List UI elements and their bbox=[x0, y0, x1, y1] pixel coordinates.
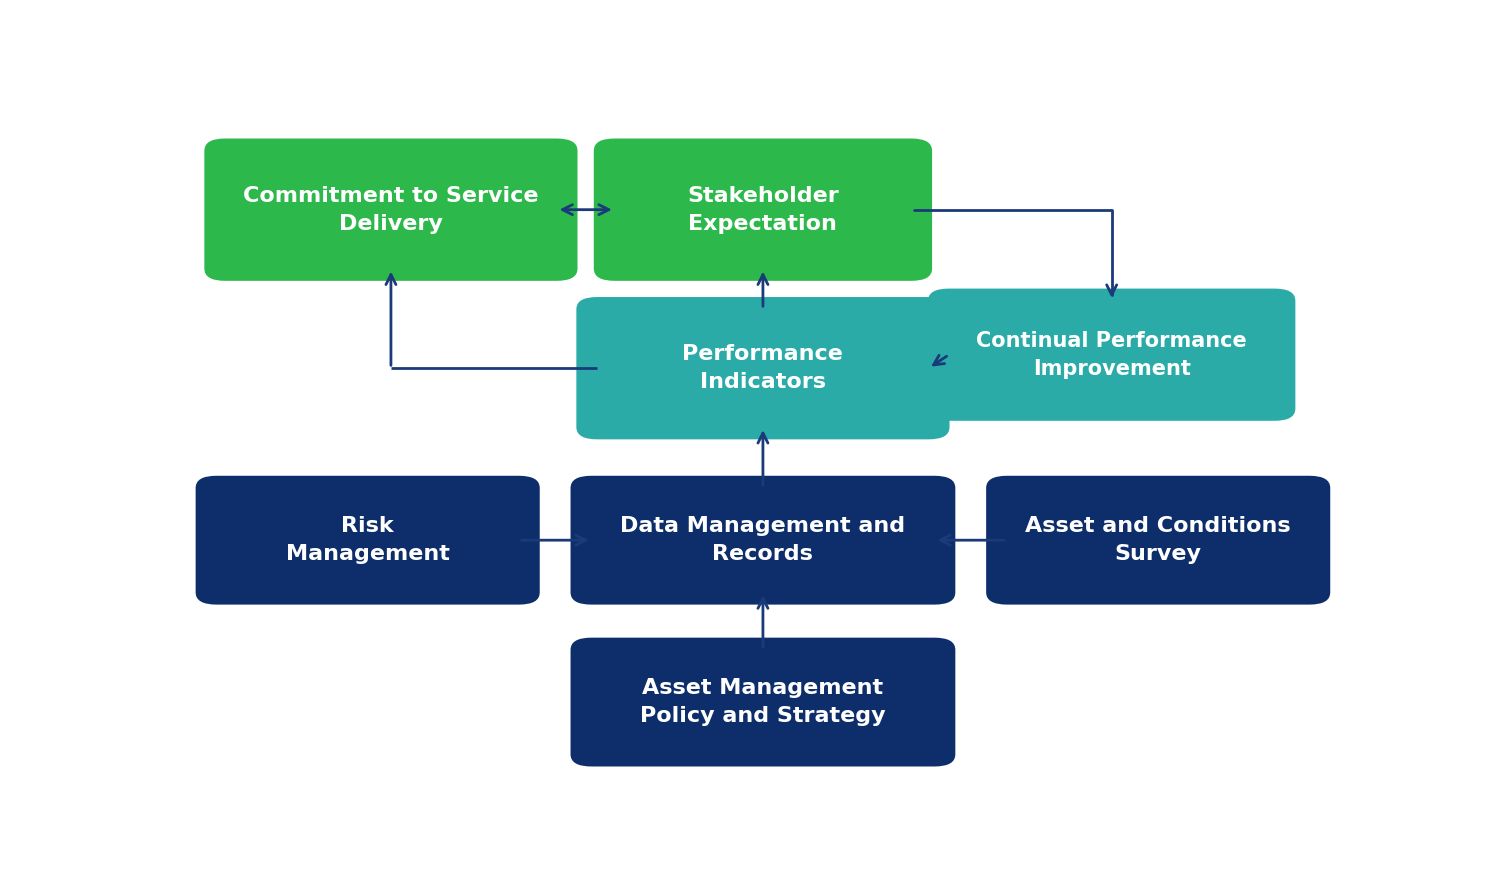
Text: Performance
Indicators: Performance Indicators bbox=[682, 344, 843, 392]
FancyBboxPatch shape bbox=[570, 476, 956, 604]
Text: Continual Performance
Improvement: Continual Performance Improvement bbox=[976, 331, 1246, 378]
FancyBboxPatch shape bbox=[570, 638, 956, 766]
Text: Asset and Conditions
Survey: Asset and Conditions Survey bbox=[1026, 516, 1292, 564]
Text: Stakeholder
Expectation: Stakeholder Expectation bbox=[687, 186, 838, 234]
Text: Risk
Management: Risk Management bbox=[285, 516, 450, 564]
FancyBboxPatch shape bbox=[986, 476, 1330, 604]
Text: Commitment to Service
Delivery: Commitment to Service Delivery bbox=[243, 186, 538, 234]
FancyBboxPatch shape bbox=[576, 297, 950, 440]
FancyBboxPatch shape bbox=[594, 138, 932, 281]
Text: Data Management and
Records: Data Management and Records bbox=[621, 516, 906, 564]
Text: Asset Management
Policy and Strategy: Asset Management Policy and Strategy bbox=[640, 678, 885, 726]
FancyBboxPatch shape bbox=[928, 288, 1296, 420]
FancyBboxPatch shape bbox=[195, 476, 540, 604]
FancyBboxPatch shape bbox=[204, 138, 578, 281]
